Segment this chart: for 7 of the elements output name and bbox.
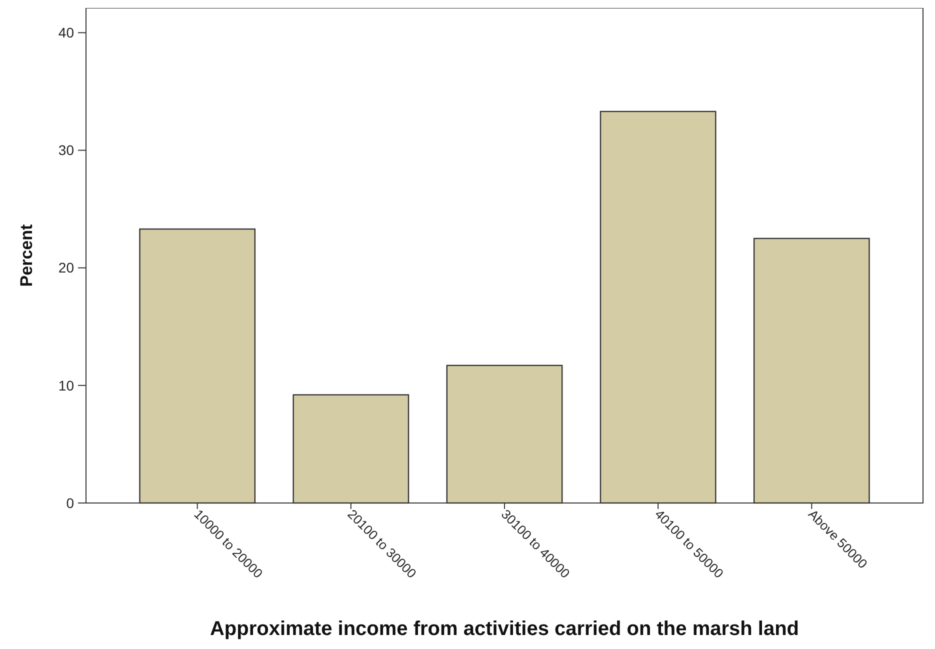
x-axis-title: Approximate income from activities carried on the marsh land: [210, 618, 800, 640]
y-tick-label: 10: [58, 377, 74, 394]
y-tick-label: 30: [58, 142, 74, 158]
y-tick-label: 40: [58, 24, 74, 41]
y-tick-label: 0: [66, 494, 74, 511]
y-tick-label: 20: [58, 260, 74, 276]
y-axis-title: Percent: [17, 224, 36, 287]
